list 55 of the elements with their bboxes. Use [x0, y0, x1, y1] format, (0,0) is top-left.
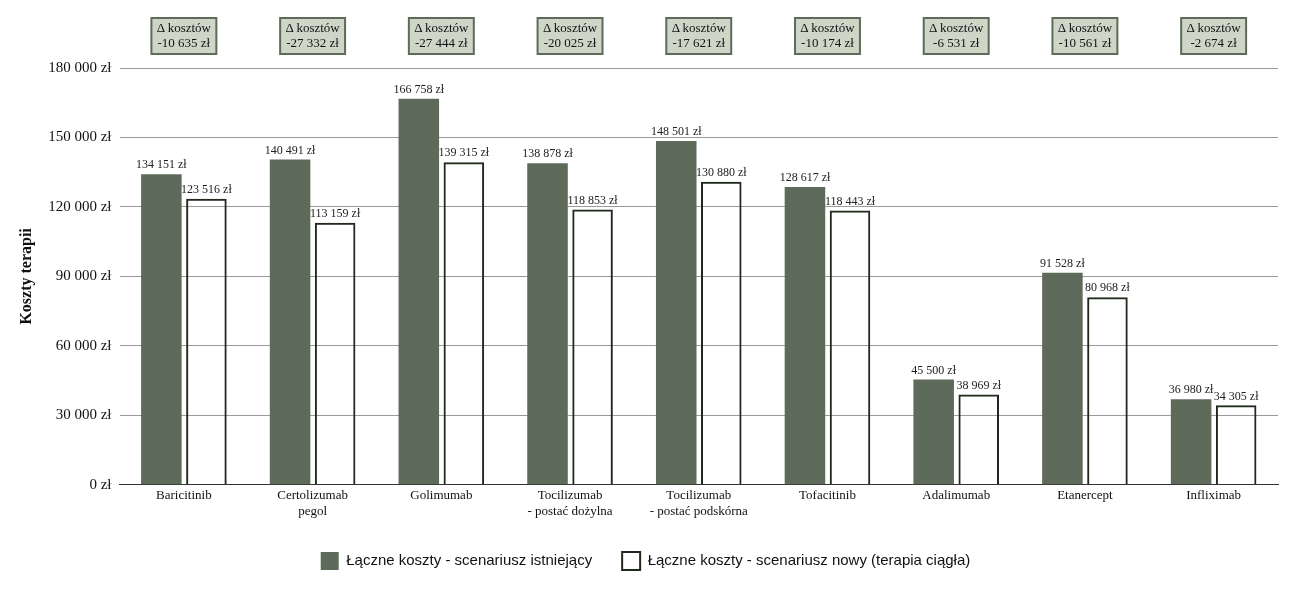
- data-label: 113 159 zł: [310, 205, 361, 220]
- data-label: 139 315 zł: [438, 145, 490, 160]
- text: Δ kosztów -20 025 zł: [542, 19, 598, 50]
- data-label: 34 305 zł: [1213, 388, 1260, 403]
- text: Δ kosztów -27 444 zł: [414, 19, 470, 50]
- data-label: 128 617 zł: [779, 170, 831, 185]
- x-tick-label: Infliximab: [1186, 487, 1242, 503]
- text: Δ kosztów -27 332 zł: [285, 19, 341, 50]
- text: Δ kosztów -10 174 zł: [800, 19, 856, 50]
- data-label: 80 968 zł: [1085, 280, 1131, 295]
- data-label: 123 516 zł: [181, 181, 233, 196]
- data-label: 166 758 zł: [393, 81, 445, 96]
- text: Δ kosztów -6 531 zł: [929, 19, 984, 50]
- bar: [1170, 399, 1212, 485]
- y-tick-label: 30 000 zł: [55, 406, 113, 423]
- bar: [784, 186, 826, 485]
- text: Δ kosztów -10 635 zł: [156, 19, 212, 50]
- x-tick-label: Certolizumab pegol: [277, 487, 348, 518]
- bar: [527, 163, 568, 485]
- data-label: 148 501 zł: [650, 124, 703, 139]
- data-label: 118 853 zł: [567, 192, 619, 207]
- x-tick-label: Tocilizumab - postać podskórna: [649, 487, 749, 518]
- bar: [913, 379, 954, 485]
- data-label: 118 443 zł: [824, 193, 876, 208]
- text: Δ kosztów -10 561 zł: [1057, 19, 1113, 50]
- bar: [269, 159, 311, 485]
- text: Δ kosztów -17 621 zł: [671, 19, 727, 50]
- x-tick-label: Tocilizumab - postać dożylna: [527, 487, 613, 518]
- x-tick-label: Etanercept: [1057, 487, 1114, 503]
- data-label: 130 880 zł: [695, 164, 748, 179]
- legend-label: Łączne koszty - scenariusz nowy (terapia ciągła): [647, 551, 971, 569]
- y-tick-label: 150 000 zł: [48, 128, 113, 145]
- y-tick-label: 90 000 zł: [55, 267, 113, 284]
- data-label: 45 500 zł: [911, 362, 957, 377]
- x-tick-label: Baricitinib: [156, 487, 212, 503]
- x-tick-label: Adalimumab: [922, 487, 991, 503]
- data-label: 140 491 zł: [264, 142, 317, 157]
- data-label: 36 980 zł: [1168, 382, 1215, 397]
- data-label: 38 969 zł: [956, 377, 1002, 392]
- bar: [1042, 272, 1083, 485]
- text: Δ kosztów -2 674 zł: [1186, 19, 1242, 50]
- x-tick-label: Golimumab: [410, 487, 473, 503]
- data-label: 138 878 zł: [522, 146, 574, 161]
- bar: [141, 174, 182, 485]
- y-tick-label: 0 zł: [89, 475, 113, 492]
- bar: [655, 140, 697, 485]
- bar: [398, 98, 440, 485]
- y-tick-label: 180 000 zł: [48, 58, 113, 75]
- data-label: 91 528 zł: [1040, 256, 1086, 271]
- y-axis-title: Koszty terapii: [16, 227, 35, 325]
- x-tick-label: Tofacitinib: [799, 487, 856, 503]
- data-label: 134 151 zł: [136, 157, 188, 172]
- y-tick-label: 60 000 zł: [55, 336, 113, 353]
- legend-label: Łączne koszty - scenariusz istniejący: [346, 551, 593, 569]
- y-tick-label: 120 000 zł: [48, 197, 113, 214]
